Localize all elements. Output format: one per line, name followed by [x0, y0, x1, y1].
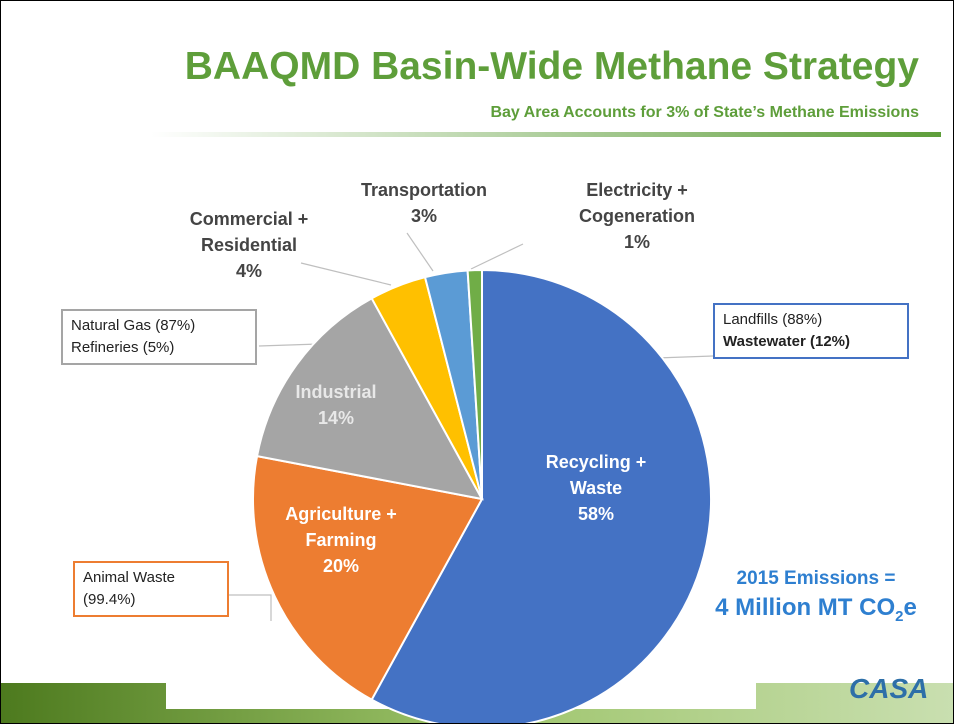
emissions-value: 4 Million MT CO2e	[681, 594, 951, 625]
callout-line: Natural Gas (87%)	[71, 315, 247, 337]
value-label: 20%	[266, 553, 416, 579]
emissions-label: 2015 Emissions =	[701, 568, 931, 590]
chart-subtitle: Bay Area Accounts for 3% of State’s Meth…	[1, 104, 919, 122]
category-label: Commercial + Residential	[169, 206, 329, 258]
callout-line: Landfills (88%)	[723, 309, 899, 331]
category-label: Industrial	[276, 379, 396, 405]
category-label: Agriculture + Farming	[266, 501, 416, 553]
value-label: 1%	[557, 229, 717, 255]
callout-line: Wastewater (12%)	[723, 331, 899, 353]
slide: BAAQMD Basin-Wide Methane Strategy Bay A…	[0, 0, 954, 724]
value-label: 4%	[169, 258, 329, 284]
logo: CASA	[849, 673, 928, 705]
chart-title: BAAQMD Basin-Wide Methane Strategy	[1, 45, 919, 89]
category-label: Electricity + Cogeneration	[557, 177, 717, 229]
value-label: 14%	[276, 405, 396, 431]
title-rule	[151, 132, 941, 137]
value-label: 3%	[344, 203, 504, 229]
agriculture-callout: Animal Waste (99.4%)	[73, 561, 229, 617]
category-label: Transportation	[344, 177, 504, 203]
emissions-text: e	[903, 594, 916, 621]
callout-line: Animal Waste (99.4%)	[83, 567, 219, 611]
industrial-callout: Natural Gas (87%) Refineries (5%)	[61, 309, 257, 365]
waste-callout: Landfills (88%) Wastewater (12%)	[713, 303, 909, 359]
callout-line: Refineries (5%)	[71, 337, 247, 359]
category-label: Recycling + Waste	[536, 449, 656, 501]
value-label: 58%	[536, 501, 656, 527]
emissions-text: 4 Million MT CO	[715, 594, 895, 621]
